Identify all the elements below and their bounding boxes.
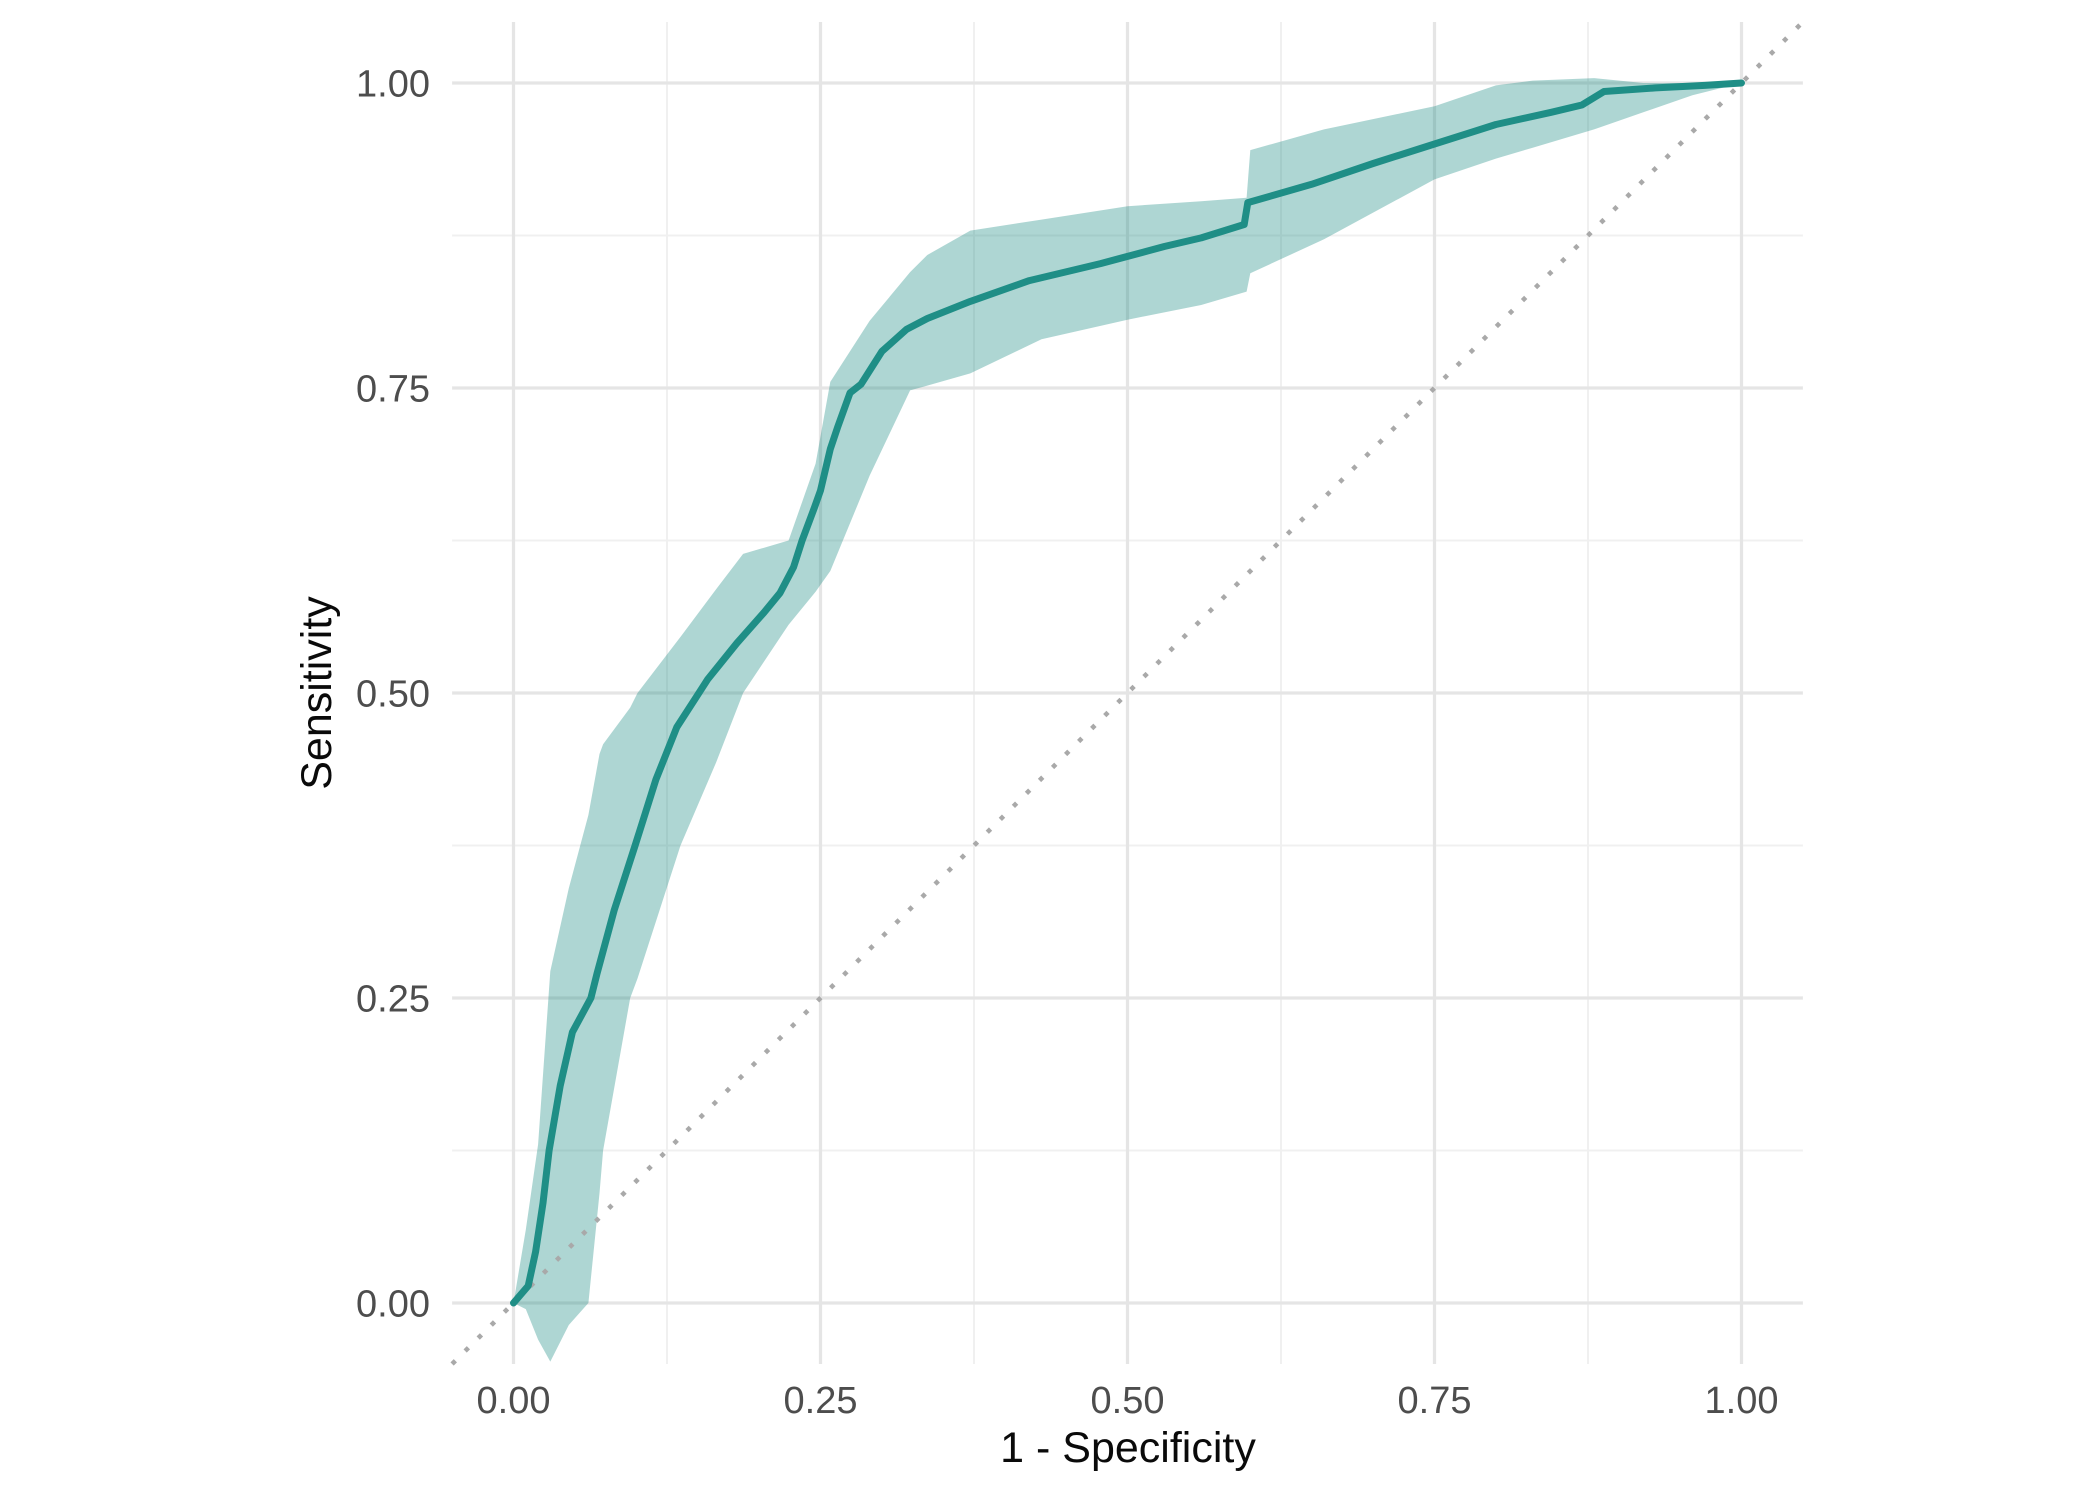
chance-diagonal-line xyxy=(450,20,1805,1366)
y-axis-tick-labels: 0.00 0.25 0.50 0.75 1.00 xyxy=(356,64,430,1326)
x-axis-title: 1 - Specificity xyxy=(1000,1424,1256,1472)
y-tick-label: 0.25 xyxy=(356,979,430,1021)
y-tick-label: 0.00 xyxy=(356,1284,430,1326)
x-tick-label: 0.00 xyxy=(477,1380,551,1422)
x-tick-label: 0.50 xyxy=(1091,1380,1165,1422)
x-tick-label: 1.00 xyxy=(1705,1380,1779,1422)
roc-curve-layer xyxy=(510,79,1745,1307)
chance-diagonal-layer xyxy=(450,20,1805,1366)
grid-major-lines xyxy=(452,22,1803,1364)
x-tick-label: 0.75 xyxy=(1398,1380,1472,1422)
y-tick-label: 0.75 xyxy=(356,369,430,411)
y-tick-label: 1.00 xyxy=(356,64,430,106)
x-axis-tick-labels: 0.00 0.25 0.50 0.75 1.00 xyxy=(477,1380,1779,1422)
roc-curve xyxy=(510,79,1745,1307)
y-tick-label: 0.50 xyxy=(356,674,430,716)
x-tick-label: 0.25 xyxy=(784,1380,858,1422)
y-axis-title: Sensitivity xyxy=(293,596,341,790)
